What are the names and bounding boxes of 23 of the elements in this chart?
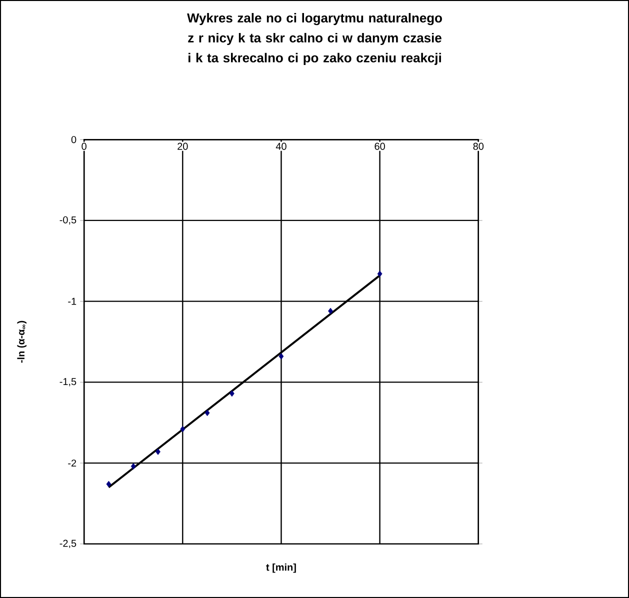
x-tick-label: 40: [276, 142, 286, 150]
y-tick-label: 0: [71, 136, 76, 144]
y-axis-title: -ln (α-α$_{∞}$): [17, 320, 26, 363]
x-tick-label: 80: [473, 142, 484, 150]
y-tick-label: -0,5: [60, 216, 76, 225]
chart-title: Wykres zale no ci logarytmu naturalnego z r nicy k ta skr calno ci w danym czasie i k ta skrecalno ci po zako czeniu reakcji: [187, 13, 442, 65]
x-tick-label: 20: [178, 142, 188, 150]
point: [377, 270, 382, 278]
point: [106, 480, 112, 488]
y-tick-label: -2,5: [60, 540, 76, 548]
x-axis-title: t [min]: [266, 563, 296, 573]
point: [204, 410, 210, 416]
point: [130, 463, 136, 470]
y-tick-label: -1: [68, 298, 76, 305]
point: [328, 308, 333, 314]
point: [156, 448, 160, 455]
point: [180, 426, 186, 432]
y-tick-label: -2: [68, 460, 76, 467]
x-tick-label: 0: [82, 142, 86, 150]
y-tick-label: -1,5: [60, 378, 76, 386]
x-tick-label: 60: [374, 142, 385, 150]
point: [278, 353, 284, 360]
point: [229, 390, 234, 397]
